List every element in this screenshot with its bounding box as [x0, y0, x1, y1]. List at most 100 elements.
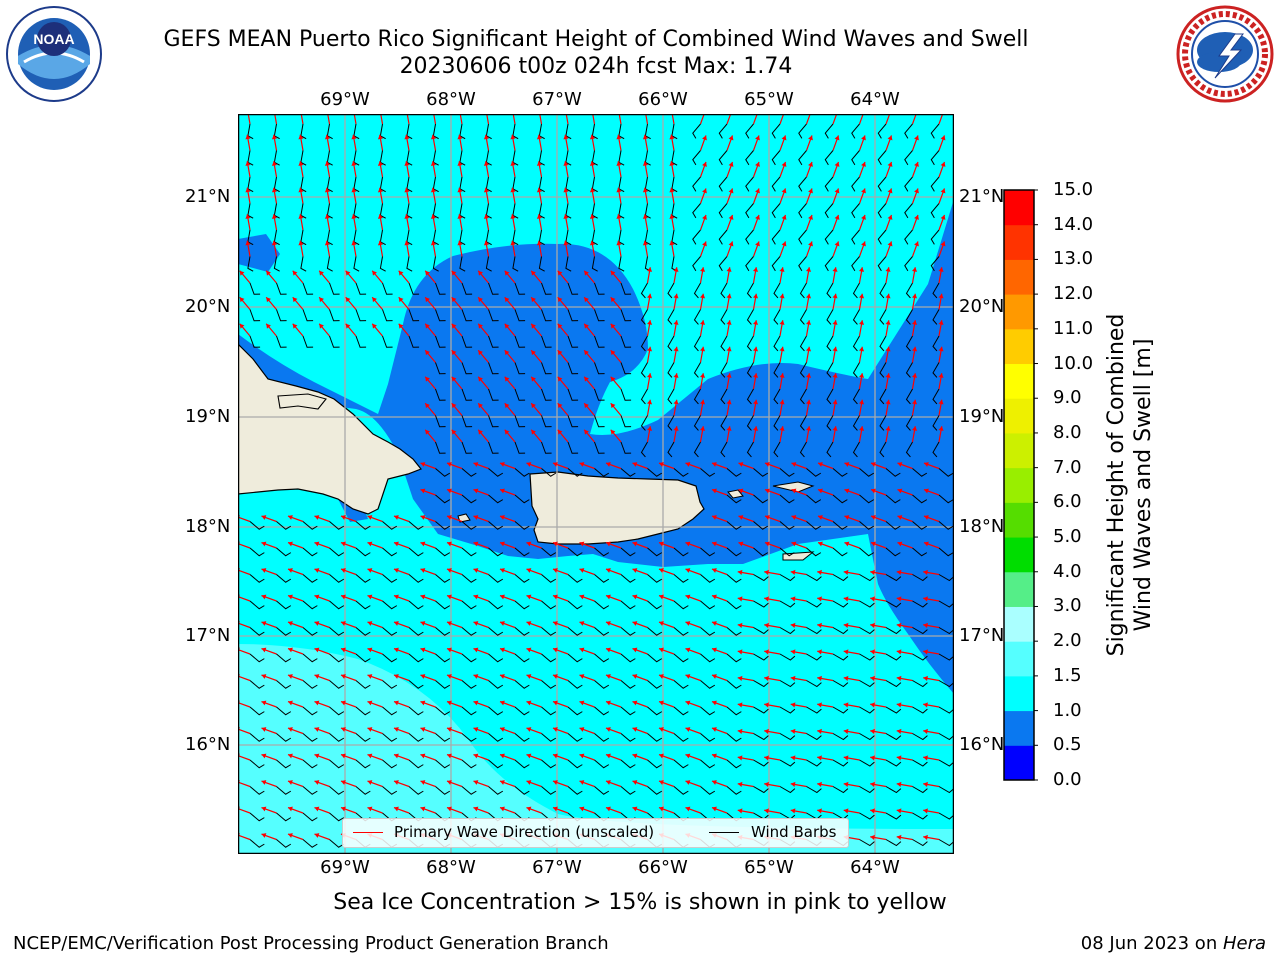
wind-barb [249, 547, 265, 557]
wind-barb [620, 680, 636, 689]
wave-direction-arrowhead [752, 320, 759, 325]
wind-barb [461, 600, 477, 610]
wind-barb [773, 335, 781, 352]
wave-direction-arrowhead [271, 240, 278, 246]
wave-direction-arrowhead [699, 399, 706, 405]
wave-direction-arrowhead [473, 700, 479, 706]
wind-barb [904, 176, 913, 192]
wind-barb [488, 335, 499, 348]
wave-direction-arrowhead [499, 674, 505, 679]
wave-direction-arrowhead [870, 569, 875, 576]
wind-barb [461, 680, 477, 689]
colorbar [1003, 189, 1038, 781]
wave-direction-arrowhead [870, 834, 875, 841]
wind-barb [353, 256, 360, 272]
wind-barb [249, 653, 265, 663]
wind-barb [726, 733, 742, 742]
lat-label-right: 17°N [959, 625, 1005, 646]
wind-barb [806, 494, 822, 504]
wind-barb [930, 229, 940, 245]
wind-barb [435, 282, 446, 295]
wave-direction-arrowhead [420, 780, 426, 785]
wave-direction-arrowhead [870, 541, 876, 547]
wave-direction-arrowhead [817, 702, 822, 708]
wind-barb [249, 839, 265, 848]
wave-direction-arrowhead [764, 781, 769, 788]
wave-direction-arrowhead [834, 161, 840, 167]
wind-barb [746, 388, 754, 405]
wind-barb [488, 786, 504, 795]
wind-barb [620, 653, 636, 663]
wave-direction-arrowhead [658, 674, 664, 679]
wind-barb [693, 441, 701, 458]
wave-direction-arrowhead [923, 834, 928, 841]
wind-barb [718, 123, 728, 139]
wind-barb [798, 256, 807, 272]
wave-direction-arrowhead [897, 488, 903, 494]
wave-direction-arrowhead [791, 488, 797, 494]
wind-barb [620, 547, 636, 557]
wind-barb [276, 653, 292, 663]
wave-direction-arrowhead [940, 135, 946, 141]
wave-direction-arrow [433, 114, 437, 125]
wave-direction-arrowhead [858, 267, 865, 272]
wave-direction-arrowhead [552, 541, 558, 547]
wave-direction-arrowhead [499, 568, 505, 573]
wave-direction-arrowhead [699, 426, 706, 431]
wave-direction-arrowhead [843, 781, 849, 788]
wind-barb [859, 521, 875, 530]
wind-barb [771, 229, 781, 245]
wave-direction-arrowhead [914, 161, 919, 167]
wave-direction-arrowhead [805, 399, 812, 405]
wave-direction-arrowhead [669, 187, 675, 193]
wave-direction-arrowhead [266, 323, 271, 329]
wind-barb [488, 441, 499, 454]
wave-direction-arrowhead [446, 780, 452, 785]
wave-direction-arrowhead [817, 808, 822, 814]
wind-barb [408, 706, 424, 716]
wind-barb [773, 362, 781, 378]
wind-barb [859, 786, 875, 794]
legend-label-wave-direction: Primary Wave Direction (unscaled) [394, 823, 655, 841]
wave-direction-arrowhead [834, 214, 840, 220]
wave-direction-arrowhead [398, 270, 404, 276]
wind-barb [640, 362, 648, 378]
wave-direction-arrowhead [457, 187, 463, 193]
wind-barb [435, 468, 451, 477]
wave-direction-arrowhead [473, 515, 479, 520]
wind-barb [620, 627, 636, 636]
colorbar-segment [1004, 537, 1034, 573]
wave-direction-arrowhead [298, 214, 304, 219]
wave-direction-arrowhead [861, 188, 866, 194]
wave-direction-arrowhead [404, 161, 410, 166]
wind-barb [859, 627, 875, 635]
wave-direction-arrowhead [737, 808, 743, 814]
colorbar-tick-label: 1.5 [1053, 664, 1082, 686]
wind-barb [700, 653, 716, 663]
wind-barb [746, 362, 754, 378]
wave-direction-arrowhead [764, 596, 769, 602]
wave-direction-arrowhead [605, 700, 611, 706]
wind-barb [567, 335, 579, 348]
wave-direction-arrowhead [781, 188, 787, 194]
wind-barb [693, 282, 701, 299]
wind-barb [667, 388, 675, 405]
wave-direction-arrowhead [393, 727, 399, 732]
wave-direction-arrowhead [605, 541, 611, 547]
land-samana [277, 393, 327, 410]
lon-label-top: 69°W [320, 89, 370, 110]
wave-direction-arrowhead [817, 649, 822, 655]
wind-barb [567, 282, 579, 295]
wind-barb [594, 441, 605, 454]
wind-barb [329, 759, 345, 769]
wind-barb [488, 574, 504, 583]
wind-barb [693, 362, 701, 378]
wind-barb [355, 574, 371, 583]
wave-direction-arrowhead [367, 674, 373, 679]
wind-barb [567, 415, 579, 428]
colorbar-tick-label: 0.5 [1053, 734, 1082, 756]
wind-barb [806, 680, 822, 688]
wind-barb [620, 335, 632, 348]
wind-barb [435, 362, 446, 375]
lon-label-top: 67°W [532, 89, 582, 110]
